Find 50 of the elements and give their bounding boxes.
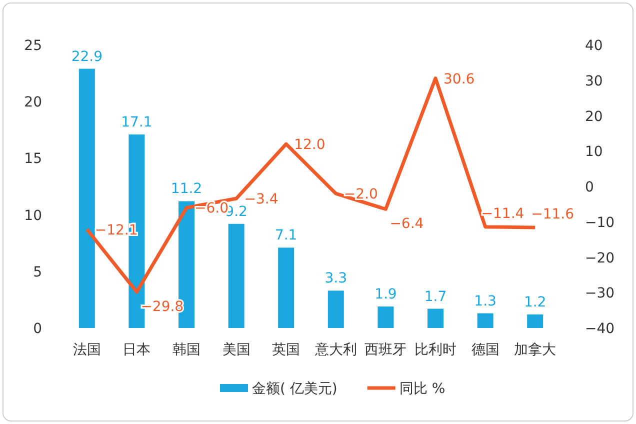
data-label: −11.6 (531, 206, 574, 223)
bar (78, 68, 95, 328)
data-label: −2.0 (344, 186, 378, 203)
data-label: 1.3 (474, 293, 496, 310)
data-label: 3.3 (324, 270, 348, 287)
y2-tick-label: 10 (585, 144, 603, 160)
data-label: 1.2 (524, 294, 546, 310)
legend-label: 金额( 亿美元) (252, 381, 338, 397)
x-tick-label: 意大利 (314, 342, 357, 358)
y2-tick-label: −30 (585, 286, 615, 302)
data-label: 1.9 (374, 286, 397, 302)
x-tick-label: 美国 (222, 342, 250, 358)
data-label: 11.2 (170, 181, 202, 198)
y2-tick-label: −40 (585, 321, 615, 337)
x-tick-label: 法国 (72, 342, 101, 358)
x-tick-label: 加拿大 (514, 342, 556, 358)
y-tick-label: 0 (33, 321, 42, 337)
x-tick-label: 日本 (122, 342, 151, 358)
x-tick-label: 西班牙 (364, 342, 407, 358)
bar (378, 306, 394, 328)
y-tick-label: 25 (24, 38, 42, 54)
y-tick-label: 10 (24, 208, 42, 224)
bar (527, 314, 544, 328)
bar (477, 313, 494, 328)
y-tick-label: 15 (24, 151, 42, 168)
bar (228, 224, 244, 328)
data-label: −6.4 (390, 216, 424, 232)
y-tick-label: 20 (24, 94, 42, 111)
data-label: 12.0 (294, 137, 326, 154)
data-label: −11.4 (481, 206, 524, 222)
bar (428, 308, 444, 328)
y2-tick-label: 0 (585, 180, 594, 196)
x-tick-label: 德国 (471, 342, 500, 358)
y2-tick-label: 30 (585, 73, 603, 90)
y2-tick-label: 40 (585, 38, 603, 54)
x-tick-label: 英国 (272, 342, 300, 358)
x-tick-label: 比利时 (414, 342, 456, 358)
y-tick-label: 5 (33, 264, 42, 280)
bar (328, 290, 344, 328)
y2-tick-label: 20 (585, 108, 603, 125)
bar (278, 248, 294, 328)
data-label: 30.6 (444, 71, 475, 88)
data-label: 17.1 (121, 114, 152, 130)
y2-tick-label: −20 (585, 250, 615, 266)
data-label: 1.7 (424, 288, 447, 305)
data-label: 7.1 (274, 228, 298, 244)
x-tick-label: 韩国 (172, 342, 200, 358)
data-label: 22.9 (71, 48, 102, 65)
y2-tick-label: −10 (585, 214, 615, 231)
legend-label: 同比 % (399, 381, 446, 397)
